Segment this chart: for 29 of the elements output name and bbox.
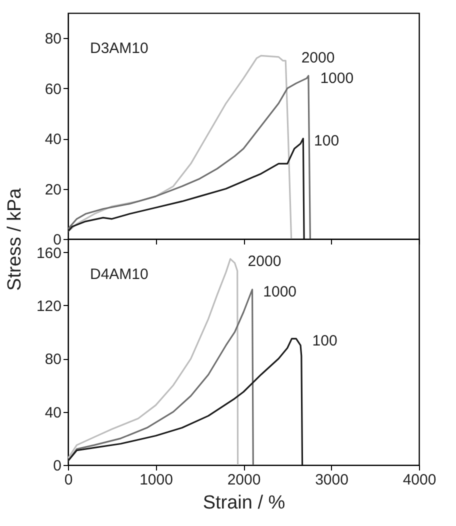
x-tick-label: 1000 xyxy=(140,472,173,488)
y-axis-title: Stress / kPa xyxy=(4,188,26,291)
line-series xyxy=(68,258,239,465)
x-tick-label: 0 xyxy=(64,472,73,488)
y-tick-label: 0 xyxy=(53,458,62,474)
x-tick-label: 4000 xyxy=(402,472,436,488)
series-label: 100 xyxy=(312,332,338,350)
y-tick-label: 80 xyxy=(44,30,62,48)
series-label: 2000 xyxy=(301,50,335,67)
line-series xyxy=(68,338,304,465)
series-label: 100 xyxy=(314,132,340,150)
line-series xyxy=(68,74,311,239)
y-tick-label: 80 xyxy=(44,351,62,368)
y-tick-label: 60 xyxy=(44,80,62,98)
annotation: D4AM10 xyxy=(90,266,148,283)
line-series xyxy=(68,54,292,239)
y-tick-label: 40 xyxy=(44,404,62,422)
y-tick-label: 20 xyxy=(44,181,62,198)
y-tick-label: 120 xyxy=(36,298,62,315)
x-axis-title: Strain / % xyxy=(202,492,286,514)
line-series xyxy=(68,138,305,239)
y-tick-label: 40 xyxy=(44,131,62,148)
annotation: D3AM10 xyxy=(90,40,148,57)
series-label: 1000 xyxy=(263,284,297,301)
x-tick-label: 3000 xyxy=(315,472,348,488)
series-label: 1000 xyxy=(320,70,354,87)
line-series xyxy=(68,288,254,465)
x-tick-label: 2000 xyxy=(227,472,261,488)
series-label: 2000 xyxy=(248,252,282,270)
